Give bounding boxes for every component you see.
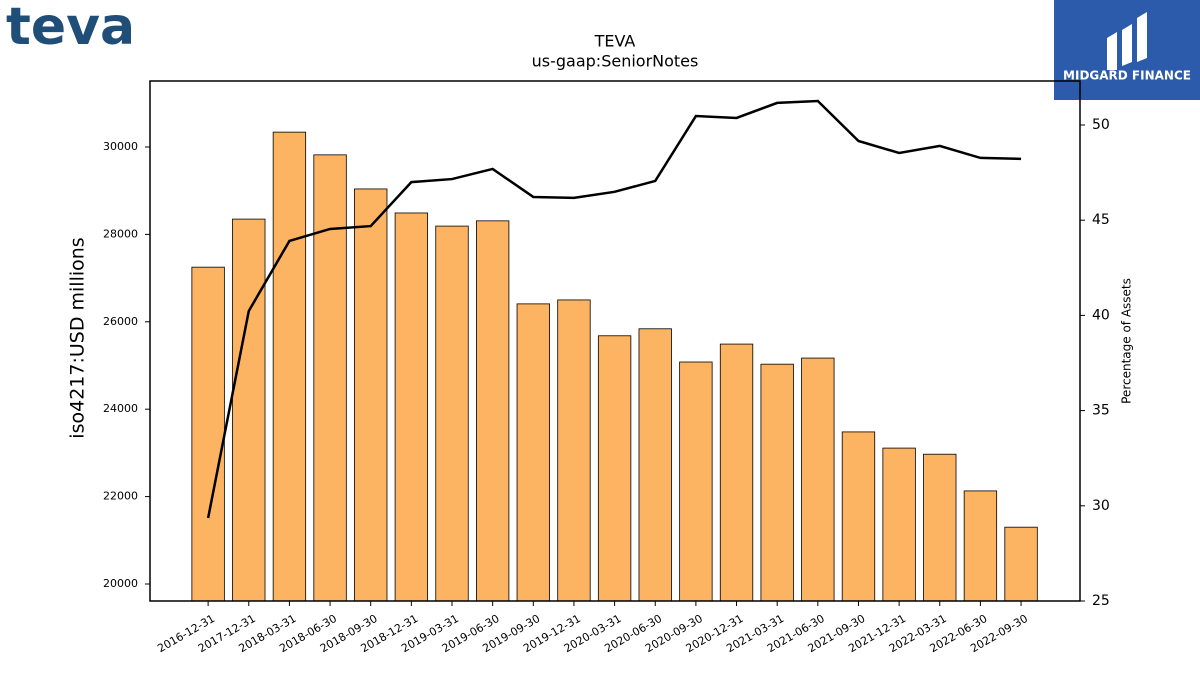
y-tick-label: 24000 [103, 402, 138, 415]
y2-tick-label: 35 [1092, 403, 1110, 419]
bar [354, 188, 388, 602]
bar [760, 363, 794, 602]
y2-axis-label: Percentage of Assets [1120, 278, 1134, 404]
bar [394, 212, 429, 602]
bar [679, 361, 713, 602]
y2-tick-label: 50 [1092, 117, 1110, 133]
bar [1004, 526, 1038, 602]
y2-tick-label: 25 [1092, 593, 1110, 609]
y-axis-label: iso4217:USD millions [67, 237, 89, 438]
y2-tick-label: 45 [1092, 212, 1110, 228]
bar [882, 447, 916, 602]
y2-tick-label: 30 [1092, 498, 1110, 514]
bar [638, 328, 672, 602]
bar [435, 225, 469, 602]
bar [313, 154, 347, 602]
bar [963, 490, 998, 602]
bar [272, 131, 307, 602]
bar [841, 431, 876, 602]
left-logo: teva [6, 0, 135, 57]
bar [516, 303, 550, 602]
bar [191, 266, 225, 602]
y-tick-label: 28000 [103, 227, 138, 240]
bar [801, 357, 835, 602]
bar [557, 299, 591, 602]
y-tick-label: 22000 [103, 490, 138, 503]
y-tick-label: 30000 [103, 140, 138, 153]
y-tick-label: 20000 [103, 577, 138, 590]
chart-title: TEVA [594, 32, 636, 51]
y2-tick-label: 40 [1092, 307, 1110, 323]
bar [232, 218, 266, 602]
plot-frame [149, 80, 1081, 602]
right-logo: MIDGARD FINANCE [1063, 69, 1191, 83]
logo-icon [1107, 12, 1147, 70]
bar [719, 343, 754, 602]
y-tick-label: 26000 [103, 315, 138, 328]
line [206, 99, 1022, 519]
bar [475, 220, 510, 602]
bar [597, 335, 632, 602]
bar [923, 453, 957, 602]
chart-subtitle: us-gaap:SeniorNotes [532, 52, 699, 71]
